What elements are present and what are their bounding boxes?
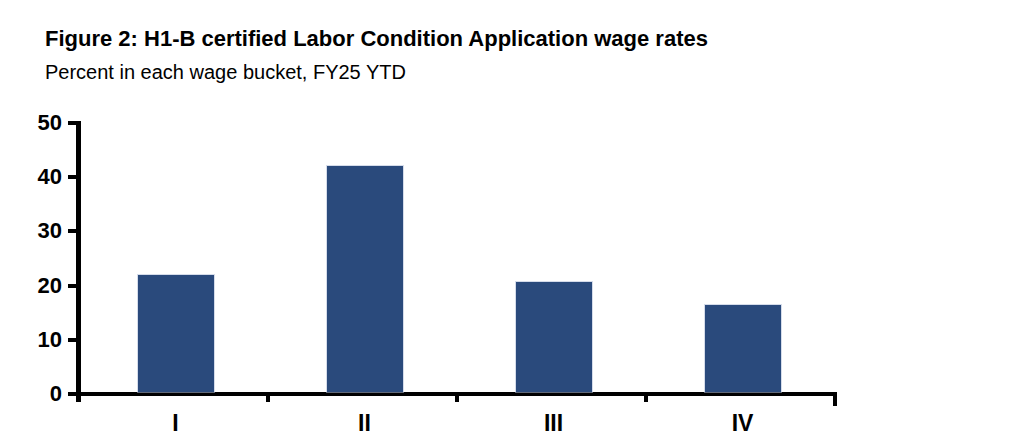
x-category-label: II: [320, 410, 410, 436]
y-tick: [68, 175, 76, 179]
x-category-label: I: [131, 410, 221, 436]
x-axis-end-tick: [833, 392, 837, 406]
x-tick: [644, 396, 648, 402]
x-tick: [455, 396, 459, 402]
x-category-label: IV: [698, 410, 788, 436]
y-tick: [68, 121, 76, 125]
y-tick-label: 50: [10, 111, 62, 135]
y-tick-label: 30: [10, 219, 62, 243]
bar: [138, 275, 214, 392]
figure-title: Figure 2: H1-B certified Labor Condition…: [45, 26, 708, 51]
x-category-label: III: [509, 410, 599, 436]
bar: [705, 305, 781, 392]
x-tick: [266, 396, 270, 402]
y-tick: [68, 338, 76, 342]
y-tick-label: 20: [10, 274, 62, 298]
y-tick: [68, 284, 76, 288]
y-tick-label: 10: [10, 328, 62, 352]
bar: [327, 166, 403, 392]
figure-subtitle: Percent in each wage bucket, FY25 YTD: [45, 61, 406, 84]
y-tick-label: 0: [10, 382, 62, 406]
figure: Figure 2: H1-B certified Labor Condition…: [0, 0, 1024, 444]
y-tick: [68, 229, 76, 233]
y-axis-line: [76, 121, 81, 402]
y-tick-label: 40: [10, 165, 62, 189]
y-tick: [68, 392, 76, 396]
bar: [516, 282, 592, 392]
